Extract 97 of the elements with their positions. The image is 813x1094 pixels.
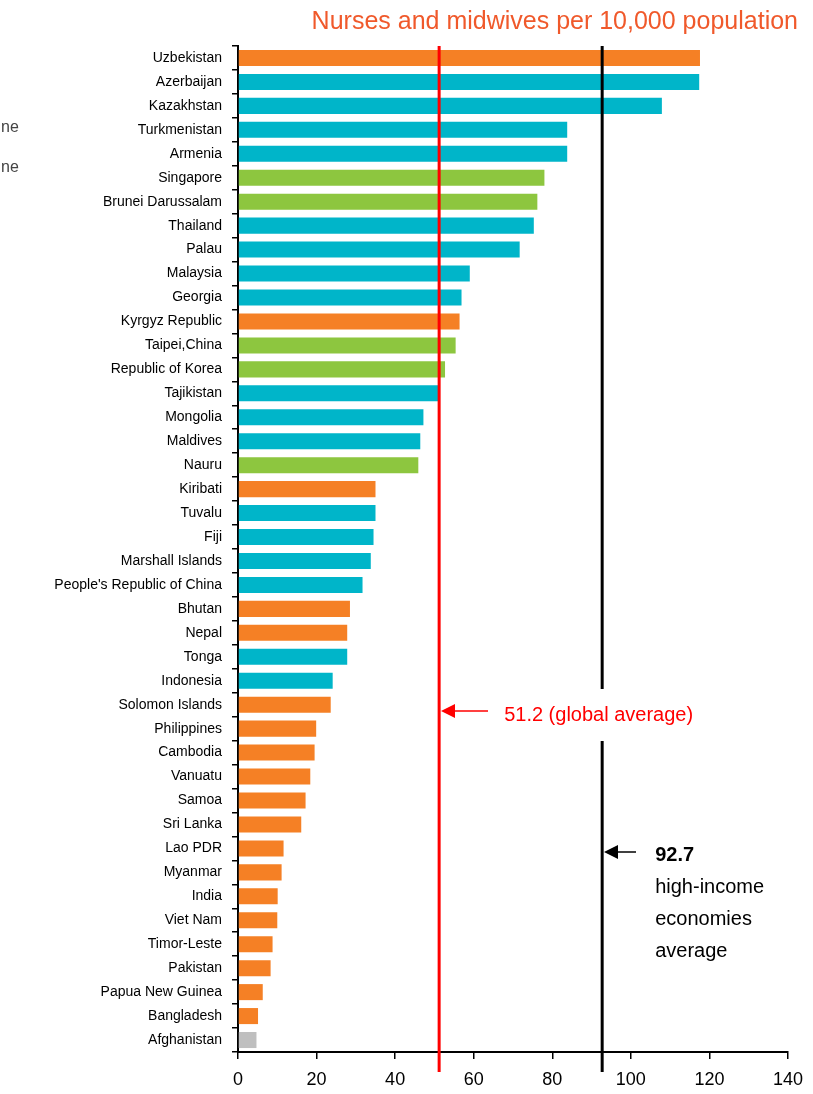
bar (238, 97, 662, 114)
bar (238, 385, 439, 402)
bar (238, 433, 421, 450)
bar (238, 936, 273, 953)
bar (238, 49, 700, 66)
y-tick-label: Samoa (177, 791, 223, 808)
y-tick-label: Bhutan (177, 599, 222, 616)
y-tick-label: Palau (186, 240, 222, 257)
y-tick-label: Cambodia (158, 743, 223, 760)
x-tick-label: 100 (615, 1068, 646, 1089)
bar (238, 744, 315, 761)
y-tick-label: Viet Nam (164, 911, 222, 928)
bar (238, 696, 331, 713)
bar (238, 361, 446, 378)
x-tick-label: 40 (385, 1068, 406, 1089)
y-tick-label: Taipei,China (144, 336, 223, 353)
y-tick-label: Papua New Guinea (100, 982, 223, 999)
bar (238, 337, 456, 354)
y-tick-label: Uzbekistan (152, 48, 222, 65)
y-tick-label: Nauru (183, 456, 222, 473)
bar (238, 313, 460, 330)
bar (238, 624, 348, 641)
y-tick-label: Kazakhstan (148, 96, 222, 113)
bar (238, 648, 348, 665)
y-tick-label: Thailand (168, 216, 222, 233)
x-tick-label: 20 (306, 1068, 327, 1089)
bar (238, 672, 333, 689)
y-tick-label: Afghanistan (148, 1030, 222, 1047)
bar (238, 1032, 257, 1049)
bar (238, 457, 419, 474)
bar (238, 289, 462, 306)
bar (238, 505, 376, 522)
y-tick-label: Lao PDR (165, 839, 222, 856)
y-tick-label: Timor-Leste (147, 935, 223, 952)
y-tick-label: Azerbaijan (155, 72, 222, 89)
bar (238, 816, 302, 833)
bar (238, 265, 470, 282)
bar (238, 169, 545, 186)
y-tick-label: Armenia (169, 144, 223, 161)
y-tick-label: Singapore (158, 168, 223, 185)
bar (238, 888, 278, 905)
y-tick-label: Indonesia (161, 671, 223, 688)
bar (238, 73, 700, 90)
bar (238, 481, 376, 498)
y-tick-label: Mongolia (165, 408, 223, 425)
y-tick-label: Bangladesh (148, 1006, 222, 1023)
bar (238, 912, 278, 929)
y-tick-label: Tajikistan (164, 384, 222, 401)
text: ne (1, 118, 19, 136)
bar (238, 960, 271, 977)
bar (238, 121, 568, 138)
bar (238, 600, 350, 617)
x-tick-label: 60 (463, 1068, 484, 1089)
y-tick-label: Maldives (166, 432, 222, 449)
bar (238, 145, 568, 162)
y-tick-label: Marshall Islands (120, 551, 222, 568)
bar (238, 768, 311, 785)
y-tick-label: Kiribati (179, 479, 222, 496)
y-tick-label: Kyrgyz Republic (120, 312, 222, 329)
y-tick-label: India (191, 887, 223, 904)
bar (238, 1008, 259, 1025)
y-tick-label: Tuvalu (180, 503, 222, 520)
y-tick-label: Malaysia (166, 264, 223, 281)
y-tick-label: Pakistan (168, 959, 222, 976)
y-tick-label: Vanuatu (170, 767, 222, 784)
bar (238, 552, 371, 569)
y-tick-label: Republic of Korea (110, 360, 223, 377)
bar (238, 576, 363, 593)
x-tick-label: 140 (772, 1068, 804, 1089)
y-tick-label: Georgia (172, 288, 223, 305)
bar (238, 864, 282, 881)
y-tick-label: Solomon Islands (118, 695, 222, 712)
text: ne (1, 158, 19, 176)
bar (238, 217, 534, 234)
y-tick-label: Fiji (204, 527, 222, 544)
bar (238, 984, 263, 1001)
y-tick-label: Turkmenistan (137, 120, 222, 137)
chart-title: Nurses and midwives per 10,000 population (311, 5, 798, 34)
bar (238, 529, 374, 546)
y-tick-label: Philippines (154, 719, 222, 736)
y-tick-label: People's Republic of China (54, 575, 223, 592)
bar (238, 409, 424, 426)
y-tick-label: Nepal (185, 623, 222, 640)
y-tick-label: Sri Lanka (162, 815, 223, 832)
bar (238, 840, 284, 857)
y-tick-label: Brunei Darussalam (102, 192, 222, 209)
ref-line-label: 92.7 high-income economies average (655, 843, 765, 962)
x-tick-label: 120 (694, 1068, 725, 1089)
y-tick-label: Tonga (183, 647, 223, 664)
bar (238, 792, 306, 809)
x-tick-label: 0 (232, 1068, 244, 1089)
bar (238, 193, 538, 210)
bar (238, 720, 317, 737)
x-tick-label: 80 (542, 1068, 563, 1089)
y-tick-label: Myanmar (163, 863, 223, 880)
bar (238, 241, 520, 258)
ref-line-label: 51.2 (global average) (504, 702, 694, 725)
